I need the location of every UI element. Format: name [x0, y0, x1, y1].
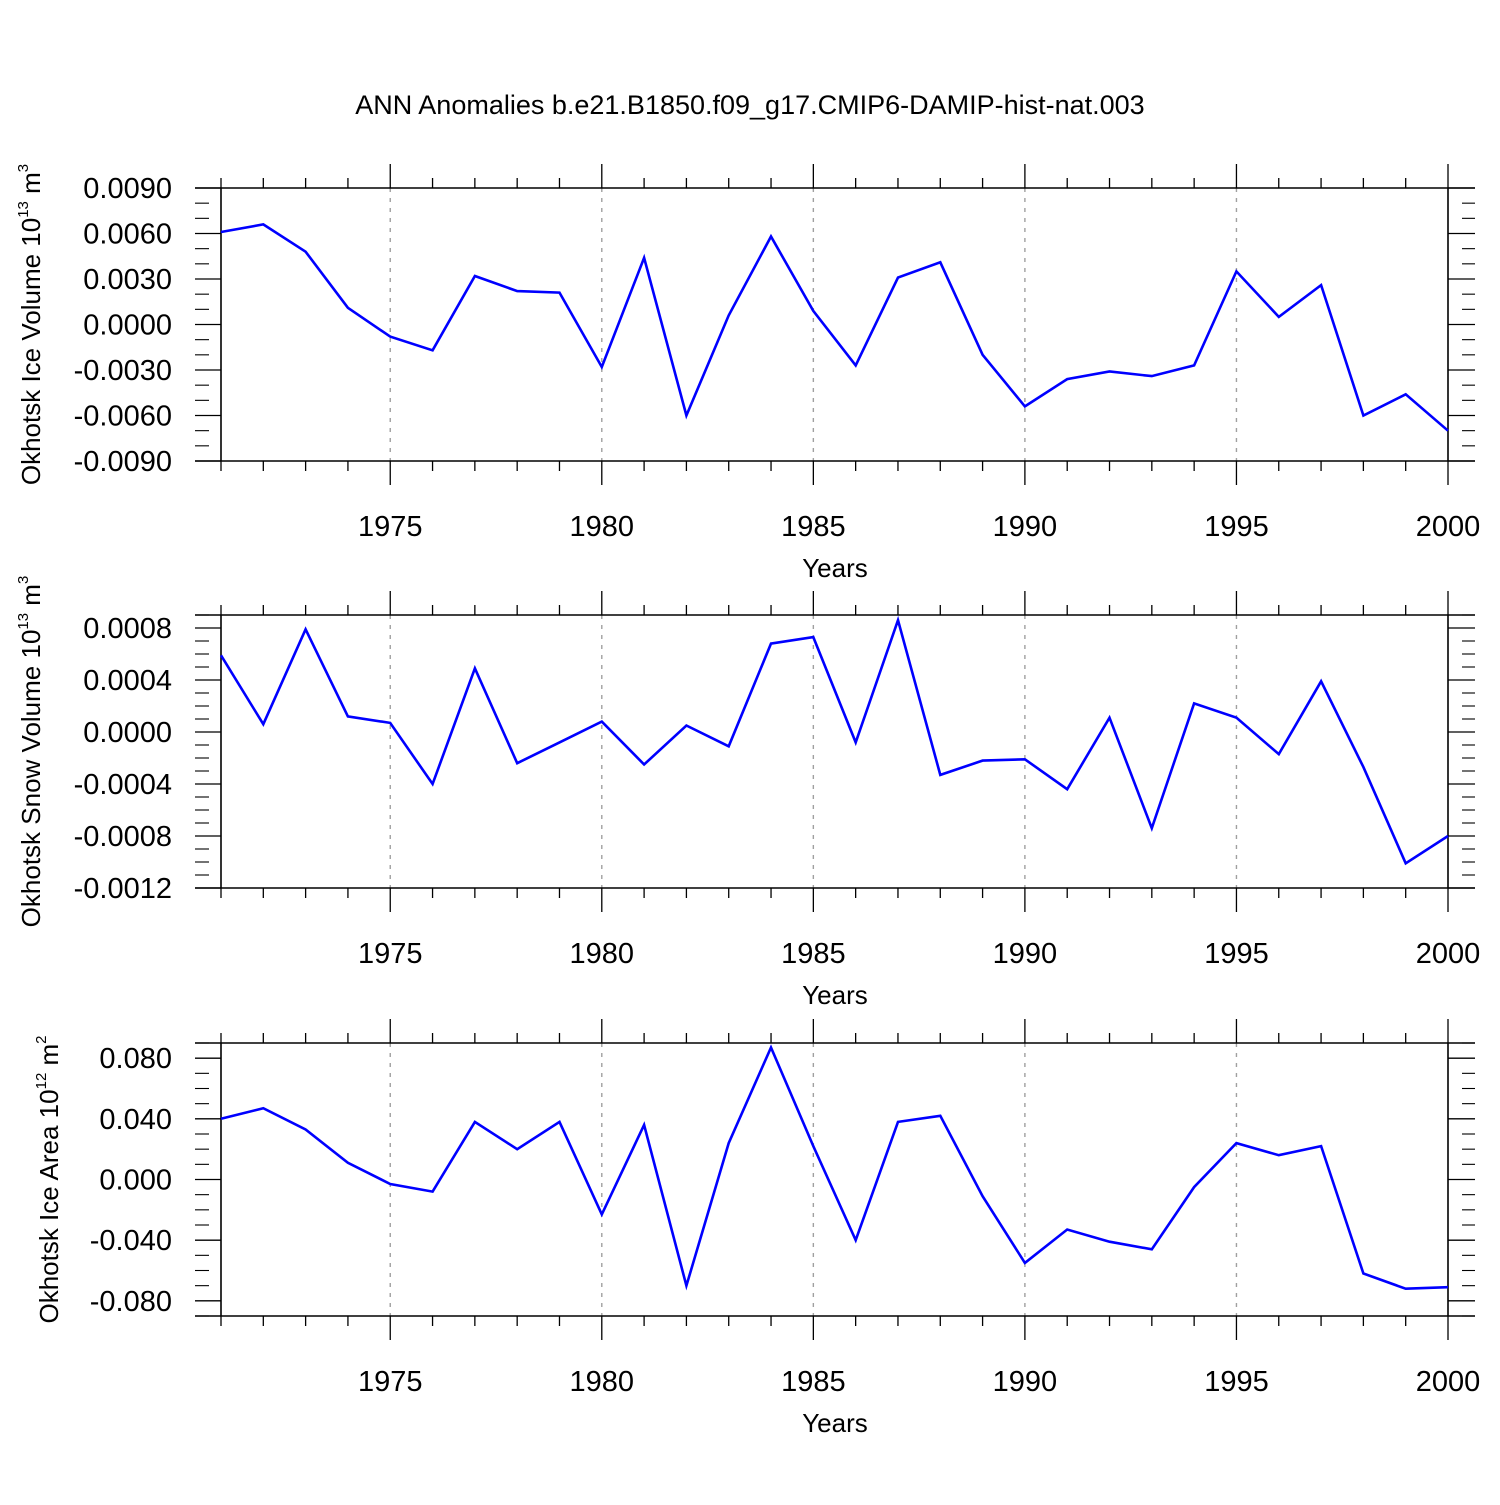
- x-tick-label: 2000: [1416, 1366, 1481, 1398]
- y-tick-label: 0.040: [99, 1104, 172, 1136]
- x-tick-label: 2000: [1416, 938, 1481, 970]
- x-tick-label: 1995: [1204, 511, 1269, 543]
- y-tick-label: -0.0012: [74, 873, 172, 905]
- x-tick-label: 1985: [781, 511, 846, 543]
- x-tick-label: 1985: [781, 938, 846, 970]
- y-tick-label: -0.0008: [74, 821, 172, 853]
- x-tick-label: 1990: [993, 938, 1058, 970]
- x-axis-label: Years: [802, 980, 868, 1010]
- y-tick-label: 0.000: [99, 1165, 172, 1197]
- y-tick-label: 0.0030: [83, 264, 172, 296]
- y-axis-label-text: Okhotsk Snow Volume 10: [16, 630, 46, 928]
- y-axis-label-unit-exponent: 2: [33, 1035, 50, 1043]
- x-axis-label: Years: [802, 553, 868, 583]
- y-tick-label: 0.0008: [83, 613, 172, 645]
- x-tick-label: 1990: [993, 511, 1058, 543]
- y-tick-label: 0.0090: [83, 173, 172, 205]
- panel-1: 1975 1980 1985 1990 1995 2000 -0.0090 -0.0060 -0…: [15, 164, 1480, 583]
- y-axis-label-unit-exponent: 3: [15, 164, 32, 172]
- y-axis-label: Okhotsk Ice Volume 1013 m3: [15, 164, 46, 485]
- x-tick-label: 1975: [358, 511, 423, 543]
- panel-2: 1975 1980 1985 1990 1995 2000 -0.0012 -0.0008 -0…: [15, 576, 1480, 1010]
- y-axis-label-text: Okhotsk Ice Volume 10: [16, 218, 46, 485]
- chart-title: ANN Anomalies b.e21.B1850.f09_g17.CMIP6-…: [355, 90, 1144, 120]
- x-tick-label: 1985: [781, 1366, 846, 1398]
- x-tick-label: 1990: [993, 1366, 1058, 1398]
- y-tick-label: 0.0004: [83, 665, 172, 697]
- y-axis-label: Okhotsk Snow Volume 1013 m3: [15, 576, 46, 928]
- y-axis-label-unit: m: [16, 584, 46, 613]
- y-axis-label-unit: m: [16, 172, 46, 201]
- x-tick-label: 1995: [1204, 1366, 1269, 1398]
- series-line: [220, 1044, 1449, 1291]
- x-tick-label: 1975: [358, 938, 423, 970]
- y-tick-label: -0.0060: [74, 401, 172, 433]
- y-tick-label: -0.080: [90, 1286, 172, 1318]
- x-tick-label: 1995: [1204, 938, 1269, 970]
- y-tick-label: -0.0004: [74, 769, 172, 801]
- y-tick-label: 0.0060: [83, 219, 172, 251]
- y-axis-label-exponent: 13: [15, 613, 32, 630]
- y-tick-label: -0.0030: [74, 355, 172, 387]
- y-axis-label-unit: m: [34, 1044, 64, 1073]
- chart-panels: 1975 1980 1985 1990 1995 2000 -0.0090 -0.0060 -0…: [15, 164, 1480, 1438]
- y-axis-label-exponent: 12: [33, 1073, 50, 1090]
- x-tick-label: 1980: [570, 511, 635, 543]
- y-axis-label-exponent: 13: [15, 201, 32, 218]
- x-tick-label: 1975: [358, 1366, 423, 1398]
- panel-3: 1975 1980 1985 1990 1995 2000 -0.080 -0.040 0.00…: [33, 1019, 1480, 1438]
- y-tick-label: -0.040: [90, 1225, 172, 1257]
- y-axis-label: Okhotsk Ice Area 1012 m2: [33, 1035, 64, 1323]
- y-tick-label: 0.0000: [83, 310, 172, 342]
- x-tick-label: 1980: [570, 1366, 635, 1398]
- series-line: [220, 223, 1449, 432]
- series-line: [219, 615, 1449, 866]
- x-axis-label: Years: [802, 1408, 868, 1438]
- x-tick-label: 1980: [570, 938, 635, 970]
- y-tick-label: 0.080: [99, 1043, 172, 1075]
- y-tick-label: 0.0000: [83, 717, 172, 749]
- x-tick-label: 2000: [1416, 511, 1481, 543]
- y-axis-label-unit-exponent: 3: [15, 576, 32, 584]
- y-axis-label-text: Okhotsk Ice Area 10: [34, 1089, 64, 1323]
- y-tick-label: -0.0090: [74, 446, 172, 478]
